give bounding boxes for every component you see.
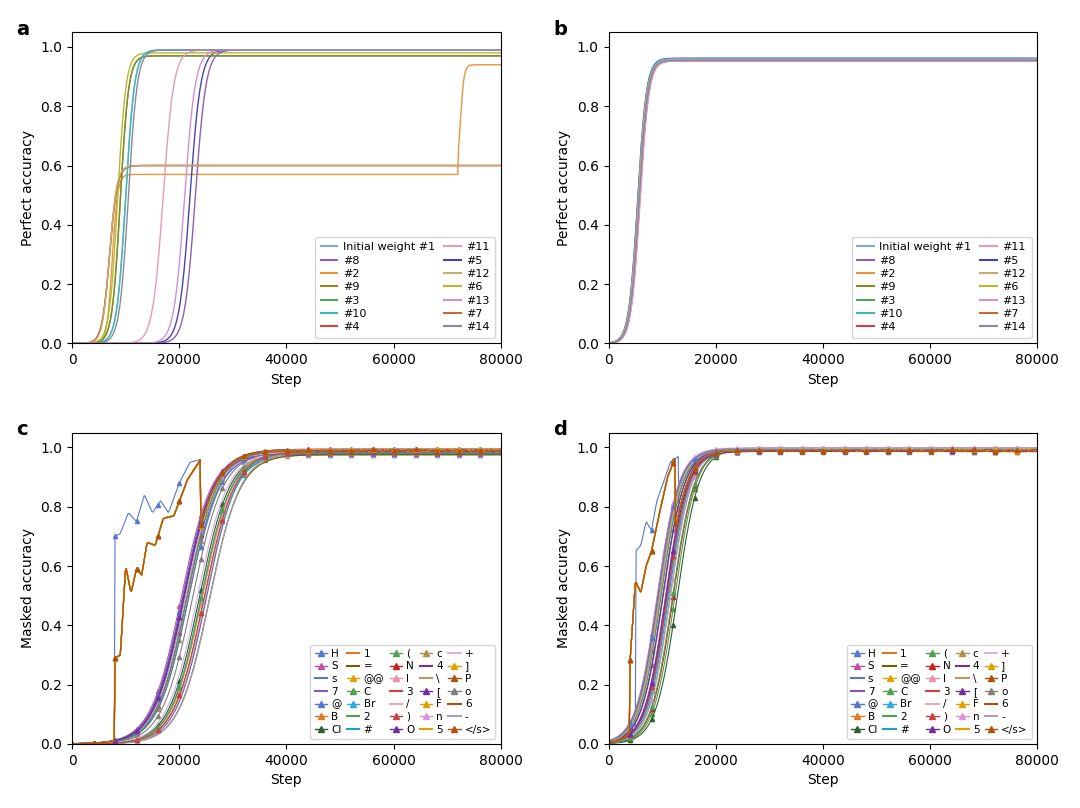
Legend: H, S, s, 7, @, B, Cl, 1, =, @@, C, Br, 2, #, (, N, I, 3, /, ), O, c, 4, \, [, F,: H, S, s, 7, @, B, Cl, 1, =, @@, C, Br, 2… — [310, 645, 496, 739]
X-axis label: Step: Step — [807, 773, 839, 787]
Text: c: c — [16, 420, 28, 440]
X-axis label: Step: Step — [807, 372, 839, 387]
Legend: Initial weight #1, #8, #2, #9, #3, #10, #4, #11, #5, #12, #6, #13, #7, #14: Initial weight #1, #8, #2, #9, #3, #10, … — [852, 237, 1031, 338]
X-axis label: Step: Step — [271, 773, 302, 787]
Text: d: d — [553, 420, 567, 440]
Legend: H, S, s, 7, @, B, Cl, 1, =, @@, C, Br, 2, #, (, N, I, 3, /, ), O, c, 4, \, [, F,: H, S, s, 7, @, B, Cl, 1, =, @@, C, Br, 2… — [847, 645, 1032, 739]
Text: a: a — [16, 19, 29, 39]
Y-axis label: Perfect accuracy: Perfect accuracy — [21, 130, 35, 246]
Text: b: b — [553, 19, 567, 39]
Legend: Initial weight #1, #8, #2, #9, #3, #10, #4, #11, #5, #12, #6, #13, #7, #14: Initial weight #1, #8, #2, #9, #3, #10, … — [315, 237, 495, 338]
X-axis label: Step: Step — [271, 372, 302, 387]
Y-axis label: Perfect accuracy: Perfect accuracy — [557, 130, 571, 246]
Y-axis label: Masked accuracy: Masked accuracy — [21, 528, 35, 648]
Y-axis label: Masked accuracy: Masked accuracy — [557, 528, 571, 648]
